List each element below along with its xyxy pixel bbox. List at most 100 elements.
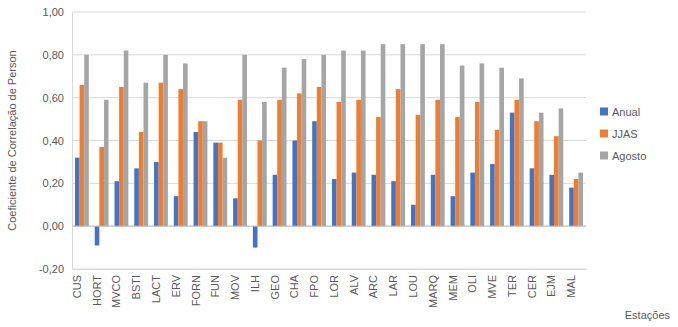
bar <box>238 100 243 226</box>
legend-item: Anual <box>600 106 640 118</box>
bar <box>475 102 480 226</box>
x-tick: OLI <box>466 269 478 293</box>
x-tick-label: OLI <box>466 275 478 293</box>
x-tick: CER <box>526 269 538 298</box>
bar <box>115 181 120 226</box>
grid-line <box>72 97 586 98</box>
x-tick: HORT <box>91 269 103 306</box>
x-tick: MAL <box>565 269 577 298</box>
bar <box>372 175 377 226</box>
bar <box>277 100 282 226</box>
x-tick: GEO <box>269 269 281 299</box>
x-tick-label: TER <box>506 275 518 297</box>
bar <box>559 108 564 226</box>
bar <box>134 168 139 226</box>
bar <box>515 100 520 226</box>
legend-swatch <box>600 152 608 160</box>
bar <box>95 226 100 245</box>
legend-label: Anual <box>612 106 640 118</box>
y-tick-label: 0,40 <box>43 135 64 147</box>
grid-line <box>72 12 586 13</box>
bar <box>139 132 144 226</box>
bar <box>119 87 124 226</box>
zero-line <box>72 226 586 227</box>
bar <box>337 102 342 226</box>
bar <box>302 59 307 226</box>
bar <box>391 181 396 226</box>
bar <box>194 132 199 226</box>
legend-label: JJAS <box>612 128 638 140</box>
y-tick: 0,80 <box>43 49 72 61</box>
x-tick: BSTI <box>130 269 142 299</box>
x-tick: MEM <box>447 269 459 301</box>
bar <box>203 121 208 226</box>
y-tick: 0,20 <box>43 177 72 189</box>
bar <box>470 173 475 227</box>
bar <box>223 158 228 227</box>
bar <box>143 83 148 226</box>
x-tick-label: LAR <box>387 275 399 296</box>
bar <box>242 55 247 226</box>
bar <box>376 117 381 226</box>
grid-line <box>72 183 586 184</box>
x-tick-label: MARQ <box>427 275 439 308</box>
bar <box>431 175 436 226</box>
y-tick: 0,40 <box>43 135 72 147</box>
bar <box>253 226 258 247</box>
bar <box>411 205 416 226</box>
bar <box>534 121 539 226</box>
bar <box>262 102 267 226</box>
bar <box>163 55 168 226</box>
bar <box>321 55 326 226</box>
chart: -0,200,000,200,400,600,801,00CUSHORTMVCO… <box>0 0 678 327</box>
grid-line <box>72 140 586 141</box>
bar <box>312 121 317 226</box>
bar <box>233 198 238 226</box>
x-tick: EJM <box>545 269 557 297</box>
x-tick: LOU <box>407 269 419 298</box>
x-tick-label: CHA <box>288 274 300 298</box>
bar <box>159 83 164 226</box>
x-tick-label: EJM <box>545 275 557 297</box>
x-tick-label: FUN <box>209 275 221 298</box>
bar <box>282 68 287 226</box>
x-tick: MVCO <box>110 269 122 308</box>
bar <box>352 173 357 227</box>
grid-line <box>72 269 586 270</box>
x-tick-label: BSTI <box>130 275 142 299</box>
x-tick-label: CER <box>526 275 538 298</box>
x-tick-label: LOR <box>328 275 340 298</box>
bar <box>99 147 104 226</box>
bar <box>80 85 85 226</box>
x-tick: MOV <box>229 269 241 300</box>
x-tick: LOR <box>328 269 340 298</box>
x-tick: FORN <box>190 269 202 306</box>
bar <box>569 188 574 227</box>
x-tick: FUN <box>209 269 221 298</box>
x-tick-label: MEM <box>447 275 459 301</box>
x-tick-label: MVE <box>486 275 498 299</box>
y-tick-label: -0,20 <box>39 263 64 275</box>
legend: Anual JJAS Agosto <box>600 106 646 162</box>
y-tick-label: 0,20 <box>43 177 64 189</box>
bar <box>396 89 401 226</box>
bars <box>75 44 583 247</box>
x-tick-label: HORT <box>91 275 103 306</box>
bar <box>75 158 80 227</box>
bar <box>178 89 183 226</box>
legend-label: Agosto <box>612 150 646 162</box>
x-tick-label: ALV <box>348 274 360 295</box>
bar <box>549 175 554 226</box>
bar <box>490 164 495 226</box>
bar <box>519 78 524 226</box>
y-tick-label: 1,00 <box>43 6 64 18</box>
y-tick: 0,00 <box>43 220 72 232</box>
x-tick: ARC <box>367 269 379 298</box>
bar <box>297 93 302 226</box>
legend-item: Agosto <box>600 150 646 162</box>
x-tick-label: LACT <box>150 275 162 303</box>
bar <box>530 168 535 226</box>
x-tick: FPO <box>308 269 320 298</box>
y-tick-label: 0,00 <box>43 220 64 232</box>
bar <box>451 196 456 226</box>
